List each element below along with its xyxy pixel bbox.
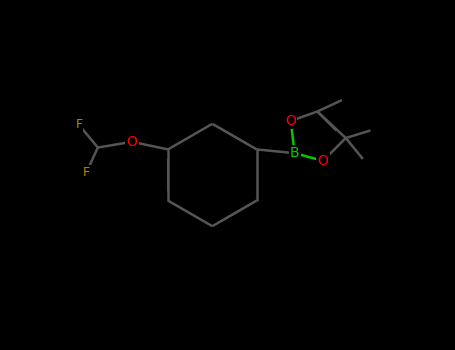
Text: O: O bbox=[126, 135, 137, 149]
Text: B: B bbox=[290, 146, 299, 160]
Text: O: O bbox=[285, 114, 296, 128]
Text: O: O bbox=[318, 154, 329, 168]
Text: F: F bbox=[76, 118, 82, 131]
Text: F: F bbox=[83, 166, 90, 178]
